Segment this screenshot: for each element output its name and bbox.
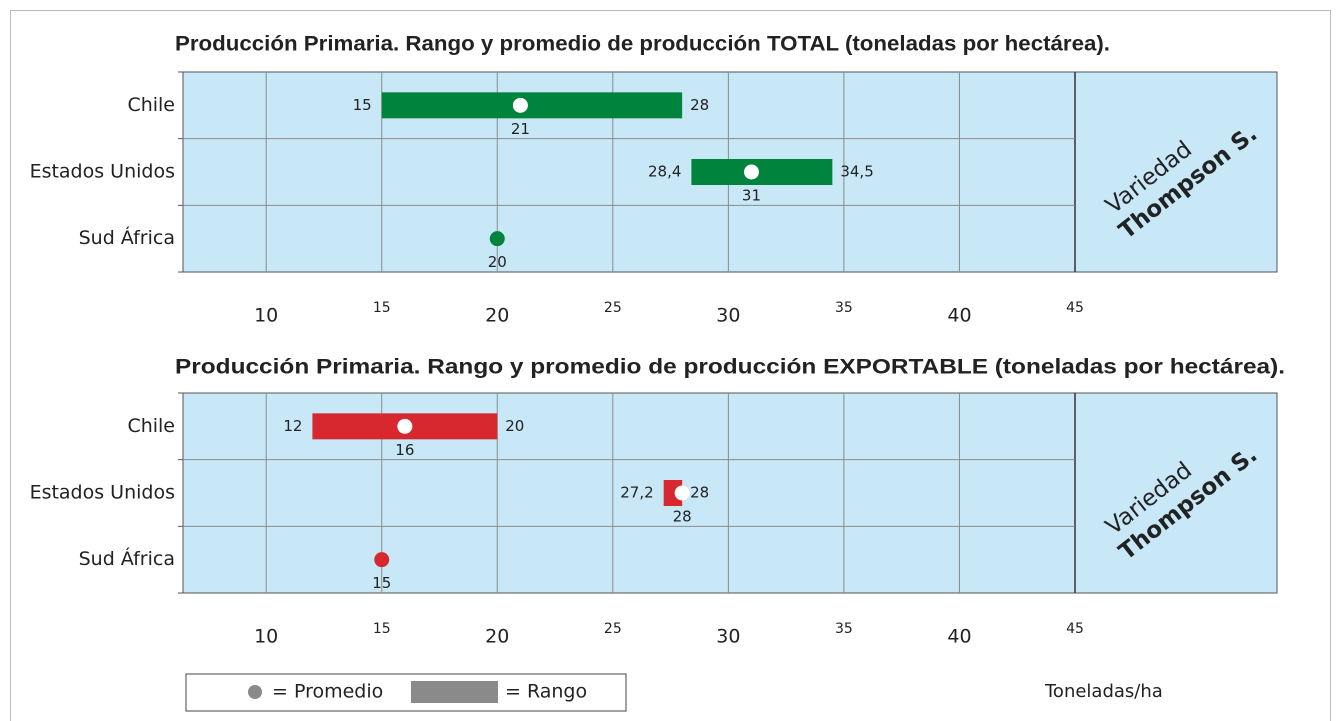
x-axis-label: Toneladas/ha	[1044, 681, 1163, 702]
range-bar	[663, 480, 683, 506]
x-tick-label: 40	[947, 305, 971, 327]
category-label: Estados Unidos	[30, 161, 175, 183]
legend-mean: = Promedio	[272, 681, 383, 703]
mean-label: 20	[488, 253, 507, 271]
mean-dot	[743, 164, 759, 180]
x-tick-label: 15	[373, 300, 391, 316]
high-label: 28	[690, 484, 709, 502]
chart-title: Producción Primaria. Rango y promedio de…	[175, 33, 1110, 56]
mean-label: 28	[673, 508, 692, 526]
x-tick-label: 30	[716, 305, 740, 327]
x-tick-label: 30	[716, 626, 740, 648]
high-label: 28	[690, 96, 709, 114]
low-label: 28,4	[648, 163, 681, 181]
chart-title: Producción Primaria. Rango y promedio de…	[175, 356, 1285, 379]
x-tick-label: 40	[947, 626, 971, 648]
low-label: 12	[283, 417, 302, 435]
mean-dot	[374, 552, 390, 568]
mean-dot	[397, 418, 413, 434]
mean-label: 15	[372, 574, 391, 592]
category-label: Estados Unidos	[30, 482, 175, 504]
x-tick-label: 20	[485, 305, 509, 327]
low-label: 15	[353, 96, 372, 114]
legend-box	[185, 673, 627, 712]
high-label: 34,5	[840, 163, 873, 181]
x-tick-label: 20	[485, 626, 509, 648]
x-tick-label: 45	[1066, 621, 1084, 637]
legend-range-swatch	[411, 681, 498, 703]
mean-label: 21	[511, 120, 530, 138]
x-tick-label: 45	[1066, 300, 1084, 316]
mean-dot	[489, 231, 505, 247]
mean-dot	[674, 485, 690, 501]
high-label: 20	[505, 417, 524, 435]
x-tick-label: 25	[604, 300, 622, 316]
range-bar	[381, 92, 683, 119]
category-label: Sud África	[79, 226, 175, 249]
mean-dot	[512, 97, 528, 113]
x-tick-label: 35	[835, 300, 853, 316]
x-tick-label: 25	[604, 621, 622, 637]
mean-label: 31	[742, 187, 761, 205]
frame	[10, 10, 1331, 721]
category-label: Sud África	[79, 547, 175, 570]
category-label: Chile	[127, 415, 175, 437]
mean-label: 16	[395, 441, 414, 459]
range-bar	[691, 159, 833, 185]
x-tick-label: 35	[835, 621, 853, 637]
x-tick-label: 15	[373, 621, 391, 637]
category-label: Chile	[127, 94, 175, 116]
low-label: 27,2	[620, 484, 653, 502]
x-tick-label: 10	[254, 305, 278, 327]
legend-mean-swatch	[248, 685, 262, 699]
x-tick-label: 10	[254, 626, 278, 648]
legend-range: = Rango	[505, 681, 587, 703]
